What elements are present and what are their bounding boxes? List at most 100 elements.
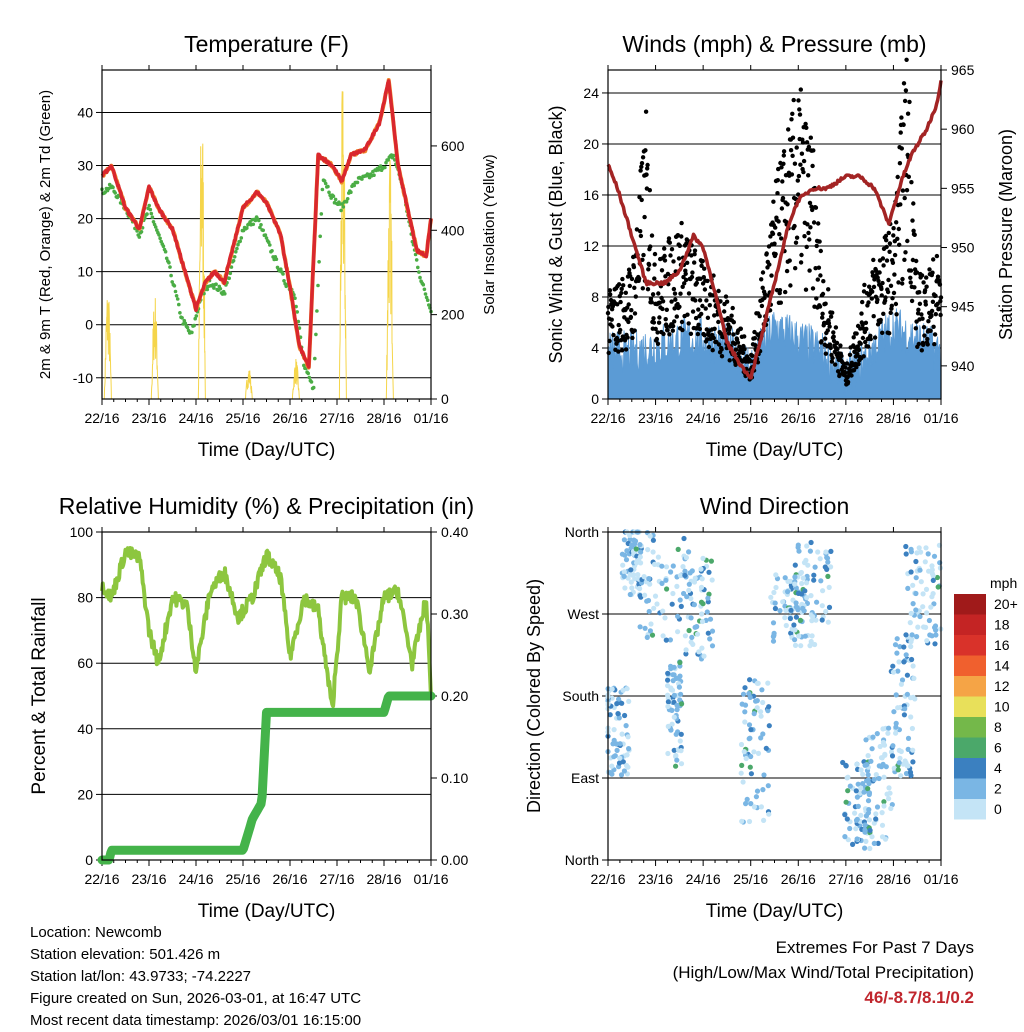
direction-point [632,576,638,582]
gust-point [779,206,785,211]
y2-tick-label: 0 [441,391,449,407]
direction-point [758,709,764,715]
direction-point [682,572,688,579]
direction-point [686,627,692,634]
colorbar-swatch [954,758,986,779]
plot-border [607,69,942,400]
direction-point [684,594,690,600]
direction-point [802,633,808,639]
direction-point [844,816,850,822]
direction-point [796,633,802,639]
gust-point [917,301,923,306]
direction-point [632,541,638,547]
gust-point [810,163,815,169]
gust-point [830,310,835,315]
dewpoint-point [317,260,321,264]
direction-point [683,651,689,657]
gust-point [724,299,730,304]
colorbar-tick-label: 8 [994,719,1002,735]
direction-point [636,585,643,591]
direction-point [895,705,901,711]
gust-point [805,222,810,227]
direction-point [908,546,914,553]
gust-point [907,99,912,105]
y-tick-label: 20 [77,786,93,802]
gust-point [928,328,933,333]
dewpoint-point [339,208,343,213]
direction-point [614,701,620,707]
gust-point [799,151,805,156]
dewpoint-point [318,234,323,239]
dewpoint-point [232,254,237,259]
direction-point [754,705,760,711]
gust-point [700,258,705,264]
direction-point [739,818,745,824]
gust-point [880,330,885,335]
dewpoint-point [245,226,249,230]
direction-point [773,572,779,578]
gust-point [689,274,695,280]
direction-point [625,764,631,770]
colorbar-swatch [954,737,986,758]
y-tick-label: -10 [73,370,93,386]
gust-point [905,238,910,244]
gust-point [826,321,832,326]
gust-point [794,145,799,150]
gust-point [810,286,816,291]
gust-point [921,325,927,330]
direction-point [798,643,804,649]
sonic-wind-series [607,308,942,400]
colorbar-tick-label: 14 [994,658,1010,674]
colorbar-swatch [954,676,986,697]
solar-series [244,370,253,400]
gust-point [649,233,655,238]
gust-point [819,339,824,344]
direction-point [673,763,679,769]
gust-point [659,268,665,273]
gust-point [884,238,889,243]
solar-series [103,300,112,400]
y-tick-label: 20 [583,136,599,152]
gust-point [767,262,772,267]
gust-point [882,298,888,303]
gust-point [737,344,742,349]
direction-point [761,772,767,778]
direction-point [893,730,899,736]
gust-point [831,334,836,339]
dewpoint-point [383,165,387,170]
direction-point [898,681,905,687]
gust-point [722,309,727,314]
gust-point [856,361,861,367]
direction-point [677,738,683,744]
gust-point [870,289,875,294]
dewpoint-point [164,256,169,261]
gust-point [776,166,781,172]
gust-point [912,285,917,290]
direction-point [871,820,877,826]
gust-point [705,315,711,320]
direction-point [873,772,879,778]
y-tick-label: 0 [85,317,93,333]
colorbar-tick-label: 16 [994,637,1010,653]
gust-point [851,335,856,340]
gust-point [900,188,906,193]
direction-point [902,706,908,712]
x-tick-label: 24/16 [178,410,213,426]
direction-point [622,712,628,719]
dewpoint-point [270,249,274,253]
x-tick-label: 28/16 [876,871,911,887]
direction-point [671,747,677,753]
direction-point [706,569,712,575]
gust-point [792,161,798,166]
direction-point [927,632,933,638]
dewpoint-point [349,190,353,194]
direction-point [609,686,615,692]
x-tick-label: 26/16 [272,410,307,426]
direction-point [760,787,766,793]
gust-point [807,268,812,273]
direction-point [825,573,831,580]
direction-point [659,563,665,569]
colorbar-tick-label: 4 [994,760,1002,776]
gust-point [641,252,646,258]
dewpoint-point [261,228,266,233]
